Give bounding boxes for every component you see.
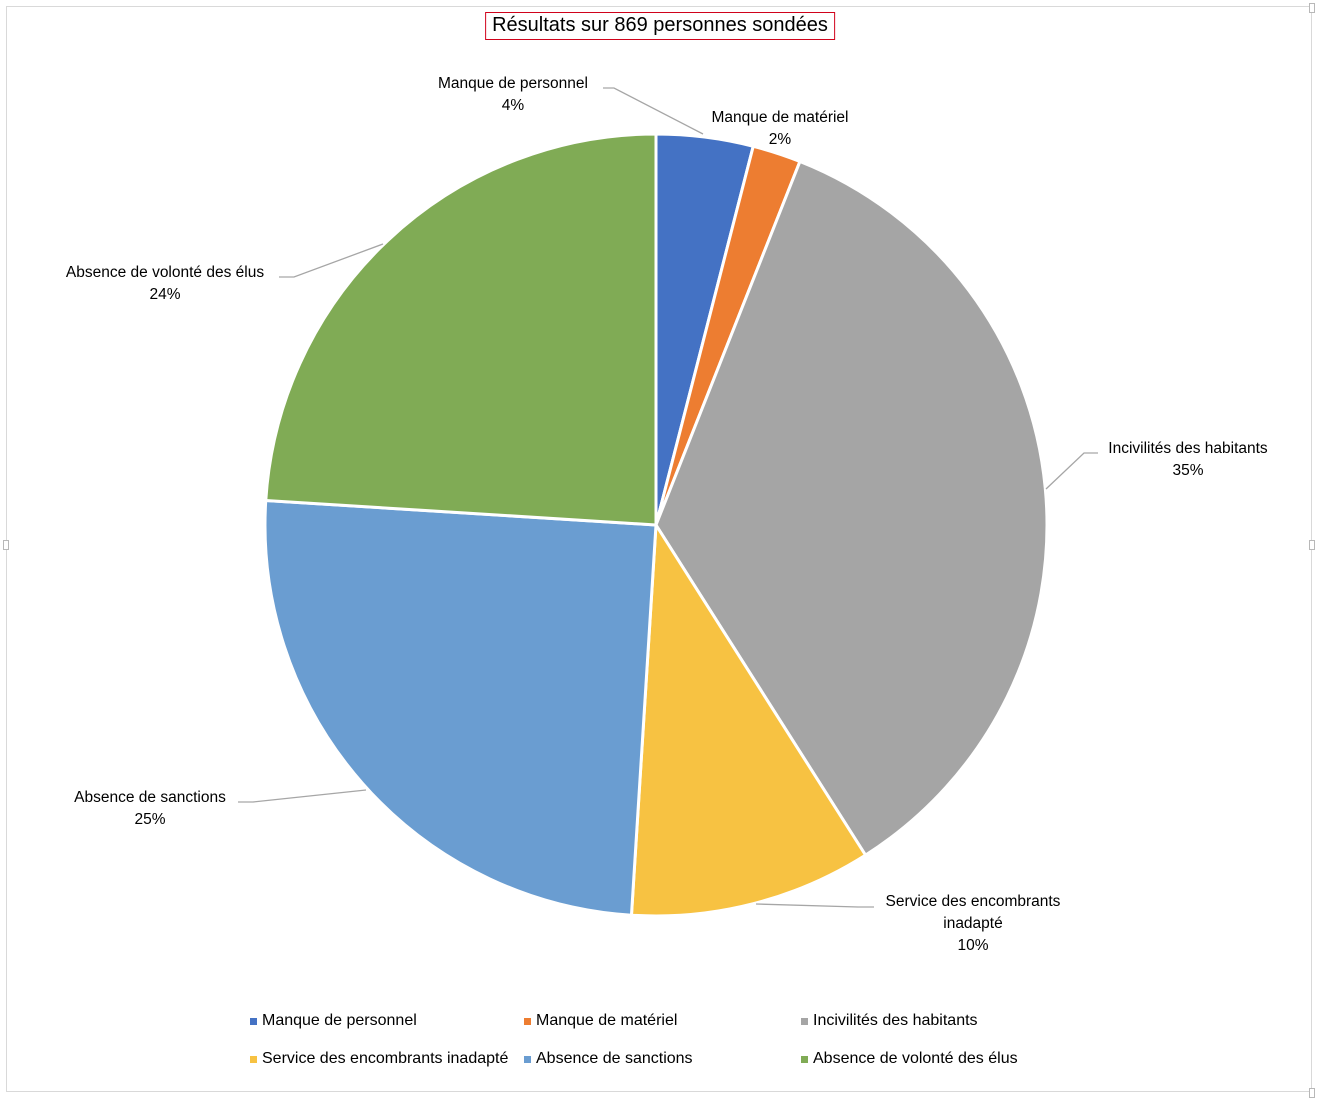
resize-handle-left[interactable] <box>3 540 9 550</box>
legend-label: Service des encombrants inadapté <box>262 1050 509 1067</box>
leader-line-manque-de-personnel <box>603 87 704 135</box>
legend-swatch <box>524 1017 531 1025</box>
legend-swatch <box>801 1055 808 1063</box>
data-label-percent-incivilites-des-habitants[interactable]: 35% <box>1172 462 1203 479</box>
leader-line-incivilites-des-habitants <box>1045 452 1098 490</box>
legend-item-manque-de-materiel[interactable]: Manque de matériel <box>524 1012 677 1030</box>
legend-label: Absence de sanctions <box>536 1050 693 1067</box>
data-label-manque-de-materiel[interactable]: Manque de matériel <box>712 109 849 126</box>
legend-label: Incivilités des habitants <box>813 1012 978 1029</box>
resize-handle-bottom-right[interactable] <box>1309 1088 1315 1098</box>
legend-swatch <box>250 1055 257 1063</box>
data-label-percent-manque-de-materiel[interactable]: 2% <box>769 131 792 148</box>
legend-item-absence-de-volonte-des-elus[interactable]: Absence de volonté des élus <box>801 1050 1018 1068</box>
data-label-absence-de-sanctions[interactable]: Absence de sanctions <box>74 789 226 806</box>
legend-label: Manque de personnel <box>262 1012 417 1029</box>
pie-slice-incivilites-des-habitants[interactable] <box>654 159 1049 857</box>
legend-swatch <box>250 1017 257 1025</box>
chart-title[interactable]: Résultats sur 869 personnes sondées <box>485 12 835 40</box>
pie-slice-absence-de-sanctions[interactable] <box>263 498 658 917</box>
legend-item-incivilites-des-habitants[interactable]: Incivilités des habitants <box>801 1012 978 1030</box>
legend-item-service-des-encombrants-inadapte[interactable]: Service des encombrants inadapté <box>250 1050 508 1068</box>
legend-item-absence-de-sanctions[interactable]: Absence de sanctions <box>524 1050 693 1068</box>
resize-handle-top-right[interactable] <box>1309 3 1315 13</box>
data-label-percent-manque-de-personnel[interactable]: 4% <box>502 97 525 114</box>
data-label-percent-absence-de-volonte-des-elus[interactable]: 24% <box>149 286 180 303</box>
resize-handle-right[interactable] <box>1309 540 1315 550</box>
leader-line-service-des-encombrants-inadapte <box>755 903 874 908</box>
data-label-incivilites-des-habitants[interactable]: Incivilités des habitants <box>1108 440 1268 457</box>
data-label-percent-service-des-encombrants-inadapte[interactable]: 10% <box>957 937 988 954</box>
data-label-service-des-encombrants-inadapte[interactable]: inadapté <box>943 915 1002 932</box>
data-label-percent-absence-de-sanctions[interactable]: 25% <box>134 811 165 828</box>
legend-item-manque-de-personnel[interactable]: Manque de personnel <box>250 1012 417 1030</box>
leader-line-absence-de-sanctions <box>238 789 367 803</box>
legend-swatch <box>524 1055 531 1063</box>
pie-chart: Manque de personnel 4% Manque de matériel 2… <box>66 75 1268 954</box>
data-label-service-des-encombrants-inadapte[interactable]: Service des encombrants <box>886 893 1061 910</box>
legend-label: Manque de matériel <box>536 1012 678 1029</box>
data-label-absence-de-volonte-des-elus[interactable]: Absence de volonté des élus <box>66 264 264 281</box>
pie-slice-service-des-encombrants-inadapte[interactable] <box>629 523 868 918</box>
pie-slice-absence-de-volonte-des-elus[interactable] <box>264 132 658 527</box>
data-label-manque-de-personnel[interactable]: Manque de personnel <box>438 75 588 92</box>
leader-line-absence-de-volonte-des-elus <box>279 243 384 278</box>
legend-swatch <box>801 1017 808 1025</box>
legend-label: Absence de volonté des élus <box>813 1050 1018 1067</box>
